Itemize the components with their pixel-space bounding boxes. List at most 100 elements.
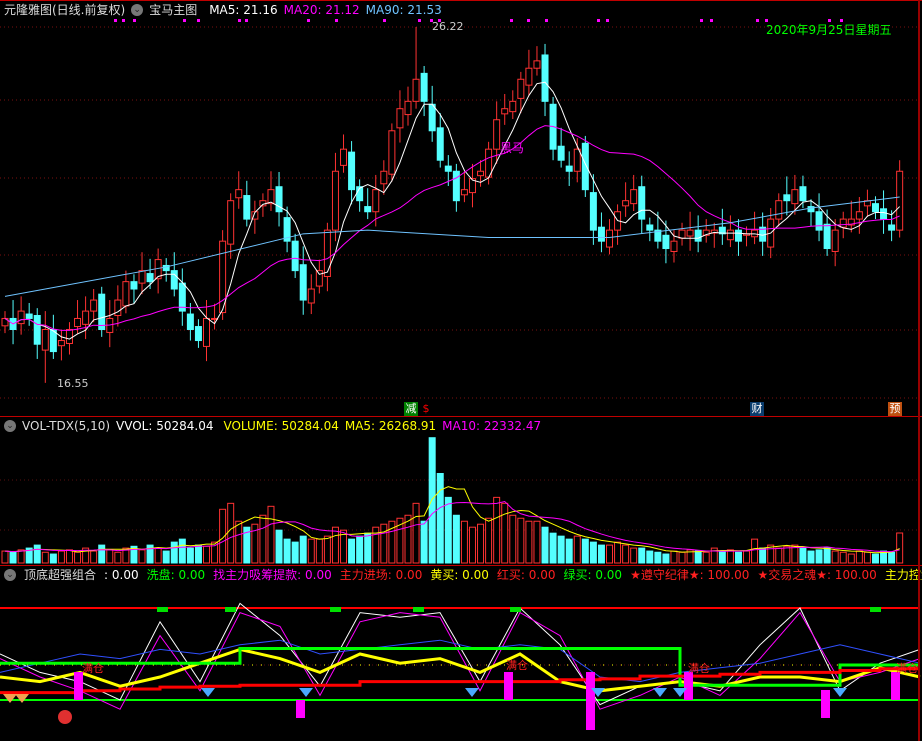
candle <box>622 200 630 207</box>
volume-bar <box>493 496 501 564</box>
signal-dot <box>606 19 609 22</box>
volume-bar <box>702 551 710 564</box>
volume-bar <box>734 551 742 564</box>
volume-bar <box>291 541 299 564</box>
volume-bar <box>90 550 98 564</box>
volume-bar <box>597 544 605 564</box>
candle <box>565 165 573 172</box>
candle <box>493 119 501 150</box>
volume-bar <box>638 547 646 564</box>
event-tag-reduce[interactable]: 减 <box>404 402 418 416</box>
volume-bar <box>388 520 396 564</box>
volume-bar <box>348 538 356 564</box>
volume-dropdown-icon[interactable]: ⌄ <box>4 420 16 432</box>
ma90-line <box>4 196 900 297</box>
volume-bar <box>315 538 323 564</box>
volume-bar <box>477 523 485 564</box>
volume-bar <box>356 535 364 564</box>
volume-bar <box>718 550 726 564</box>
candle <box>33 315 41 345</box>
candle <box>896 170 904 231</box>
candle <box>82 310 90 325</box>
volume-bar <box>589 541 597 564</box>
volume-bar <box>251 523 259 564</box>
candle <box>823 223 831 250</box>
volume-bar <box>573 535 581 564</box>
event-tag-finance[interactable]: 财 <box>750 402 764 416</box>
formula-name[interactable]: 宝马主图 <box>149 3 198 17</box>
volume-bar <box>122 547 130 564</box>
signal-block <box>510 607 521 612</box>
diamond-icon <box>201 688 215 697</box>
volume-bar <box>428 437 436 564</box>
volume-bar <box>211 541 219 564</box>
volume-bar <box>275 529 283 564</box>
volume-bar <box>525 520 533 564</box>
volume-bar <box>404 514 412 564</box>
volume-bar <box>106 549 114 564</box>
signal-dot <box>828 19 831 22</box>
volume-indicator-name[interactable]: VOL-TDX(5,10) <box>22 419 111 433</box>
candle <box>170 270 178 290</box>
candle <box>25 313 33 319</box>
volume-bar <box>694 550 702 564</box>
candle <box>783 194 791 202</box>
signal-dot <box>383 19 386 22</box>
volume-bar <box>283 538 291 564</box>
candle <box>194 326 202 342</box>
signal-dot <box>183 19 186 22</box>
candle <box>57 340 65 347</box>
candle <box>702 229 710 236</box>
signal-block <box>157 607 168 612</box>
volume-ma10-line <box>4 500 900 553</box>
candle <box>323 229 331 278</box>
indicator-dropdown-icon[interactable]: ⌄ <box>4 569 16 581</box>
volume-bar <box>1 550 9 564</box>
candle <box>283 217 291 242</box>
volume-bar <box>622 544 630 564</box>
ma5-line <box>4 81 901 340</box>
candle <box>315 270 323 287</box>
candle <box>380 170 388 185</box>
candle <box>307 288 315 304</box>
indicator-name[interactable]: 顶底超强组合 <box>24 568 97 582</box>
formula-dropdown-icon[interactable]: ⌄ <box>131 4 144 16</box>
volume-bar <box>203 545 210 564</box>
indicator-hongmai: 红买: 0.00 <box>496 568 556 582</box>
candle <box>775 200 783 220</box>
volume-bar <box>186 547 194 564</box>
candle <box>726 229 734 241</box>
candle <box>299 264 307 301</box>
candle <box>460 189 468 196</box>
candle <box>589 192 597 231</box>
candle <box>477 170 485 177</box>
diamond-icon <box>591 688 605 697</box>
volume-bar <box>396 517 404 564</box>
indicator-kongpan: 主力控盘: <box>884 568 922 582</box>
volume-bar <box>114 551 122 564</box>
event-tag-forecast[interactable]: 预 <box>888 402 902 416</box>
volume-bar <box>235 520 243 564</box>
volume-bar <box>227 502 235 564</box>
candle <box>855 211 863 220</box>
mancang-label: 满仓 <box>688 662 710 675</box>
candle <box>90 299 98 312</box>
indicator-jilv: ★遵守纪律★: 100.00 <box>630 568 750 582</box>
mancang-label: 满仓 <box>82 662 104 675</box>
volume-bar <box>364 532 372 564</box>
candle <box>235 189 243 199</box>
volume-bar <box>581 538 589 564</box>
signal-dot <box>597 19 600 22</box>
diamond-icon <box>653 688 667 697</box>
candle <box>888 224 896 231</box>
candle <box>372 189 380 213</box>
volume-bar <box>541 526 549 564</box>
volume-bar <box>194 544 202 564</box>
event-tag-dollar[interactable]: $ <box>422 402 430 415</box>
volume-bar <box>162 550 170 564</box>
signal-dot <box>545 19 548 22</box>
volume-bar <box>178 538 186 564</box>
diamond-icon <box>673 688 687 697</box>
indicator-jiaoyi: ★交易之魂★: 100.00 <box>757 568 877 582</box>
